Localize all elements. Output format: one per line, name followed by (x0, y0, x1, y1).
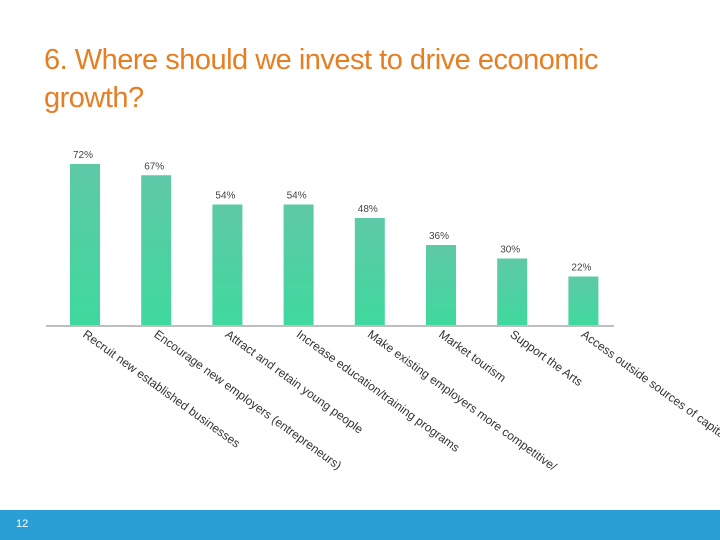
data-label: 67% (144, 161, 164, 172)
data-label: 22% (571, 263, 591, 274)
bar (354, 218, 385, 326)
bar (497, 258, 528, 326)
bar-chart-svg: 72%67%54% 54%48%36%30%22% Recruit new est… (46, 150, 720, 474)
bar (70, 164, 100, 326)
category-label: Support the Arts (507, 327, 585, 389)
page-number: 12 (16, 518, 29, 530)
slide-title: 6. Where should we invest to drive econo… (44, 44, 598, 114)
bar (283, 204, 314, 326)
bar (426, 245, 456, 326)
data-label: 54% (287, 191, 307, 202)
data-label: 48% (358, 204, 378, 215)
bar-chart: 72% 67% 54% 54% 48% 36% 30% 22% Recruit new est… (0, 140, 720, 510)
data-label: 72% (73, 150, 93, 161)
bar (212, 204, 243, 326)
bar (141, 175, 172, 326)
bar (568, 276, 599, 326)
footer-bar: 12 (0, 510, 720, 540)
data-label: 36% (429, 231, 449, 242)
category-label: Attract and retain young people (223, 327, 366, 437)
data-label: 54% (215, 191, 235, 202)
data-label: 30% (500, 245, 520, 256)
category-label: Access outside sources of capital (579, 327, 720, 443)
category-label: Market tourism (436, 327, 508, 385)
